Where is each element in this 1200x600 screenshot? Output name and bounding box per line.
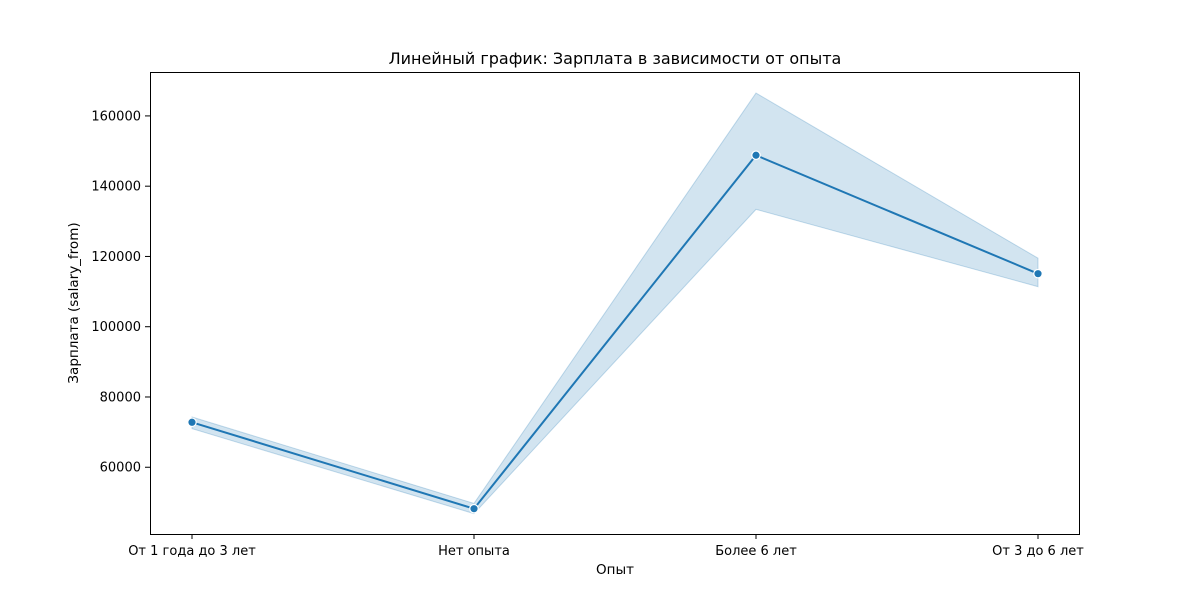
y-tick-label: 160000 xyxy=(91,109,141,124)
y-tick-label: 80000 xyxy=(100,390,141,405)
x-tick-label: От 3 до 6 лет xyxy=(992,544,1084,559)
x-axis-label: Опыт xyxy=(596,562,634,578)
data-point xyxy=(469,503,479,514)
x-tick-label: От 1 года до 3 лет xyxy=(128,544,256,559)
y-tick-label: 120000 xyxy=(91,250,141,265)
data-point xyxy=(187,417,197,428)
y-tick-label: 60000 xyxy=(100,461,141,476)
series-line xyxy=(191,154,1039,510)
confidence-band-layer xyxy=(191,92,1039,515)
data-point xyxy=(751,150,761,161)
plot-frame xyxy=(150,72,1080,535)
x-tick-label: Нет опыта xyxy=(438,544,510,559)
chart-title: Линейный график: Зарплата в зависимости … xyxy=(389,49,842,68)
x-tick-label: Более 6 лет xyxy=(715,544,797,559)
x-axis: От 1 года до 3 лет Нет опыта Более 6 лет От… xyxy=(128,534,1084,559)
data-point xyxy=(1033,268,1043,279)
y-axis: 60000 80000 100000 120000 140000 160000 xyxy=(91,109,150,476)
confidence-band xyxy=(191,92,1039,515)
series-line-layer xyxy=(191,154,1039,510)
y-tick-label: 140000 xyxy=(91,180,141,195)
y-axis-label: Зарплата (salary_from) xyxy=(66,222,82,383)
data-point-layer xyxy=(187,150,1043,514)
y-tick-label: 100000 xyxy=(91,320,141,335)
